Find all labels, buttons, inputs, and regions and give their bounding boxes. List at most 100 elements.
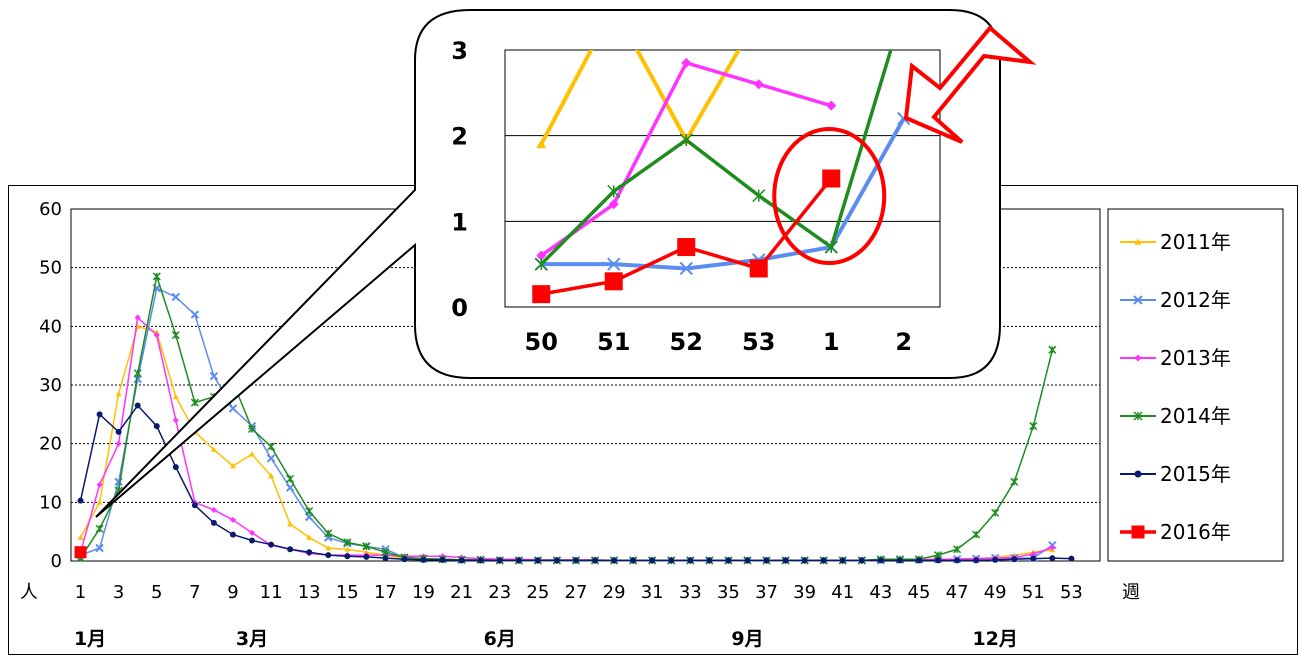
y-tick-label: 30 xyxy=(39,375,62,396)
series-2016 xyxy=(74,546,87,559)
y-tick-label: 50 xyxy=(39,258,62,279)
data-point xyxy=(229,531,236,538)
data-point xyxy=(305,507,314,516)
x-tick-label: 31 xyxy=(641,582,664,603)
data-point xyxy=(286,474,295,483)
data-point xyxy=(362,542,371,551)
x-tick-label: 51 xyxy=(1022,582,1045,603)
data-point xyxy=(344,546,351,552)
data-point xyxy=(572,557,579,564)
legend-item: 2016年 xyxy=(1120,520,1231,544)
x-tick-label: 1 xyxy=(75,582,86,603)
data-point xyxy=(801,557,808,564)
x-tick-label: 13 xyxy=(298,582,321,603)
legend-marker xyxy=(1131,525,1145,539)
x-tick-label: 27 xyxy=(565,582,588,603)
data-point xyxy=(190,398,199,407)
data-point xyxy=(839,557,846,564)
data-point xyxy=(382,555,389,562)
legend-label: 2013年 xyxy=(1160,346,1231,370)
y-axis-label: 人 xyxy=(20,582,38,603)
data-point xyxy=(477,557,484,564)
inset-data-point xyxy=(604,272,623,291)
data-point xyxy=(363,553,370,560)
inset-data-point xyxy=(679,133,693,147)
data-point xyxy=(228,404,238,413)
x-tick-label: 11 xyxy=(260,582,283,603)
data-point xyxy=(820,557,827,564)
data-point xyxy=(172,393,179,400)
series-2015 xyxy=(77,402,1075,564)
data-point xyxy=(95,543,104,553)
data-point xyxy=(96,411,103,418)
y-tick-label: 40 xyxy=(39,316,62,337)
x-tick-label: 19 xyxy=(412,582,435,603)
legend-item: 2013年 xyxy=(1120,346,1231,370)
data-point xyxy=(249,451,256,457)
legend-item: 2011年 xyxy=(1120,230,1231,254)
inset-x-tick-label: 1 xyxy=(823,328,840,356)
data-point xyxy=(191,502,198,509)
data-point xyxy=(96,499,103,505)
inset-series-line xyxy=(539,50,742,146)
x-tick-label: 25 xyxy=(526,582,549,603)
data-point xyxy=(935,557,942,564)
inset-data-point xyxy=(822,169,841,188)
legend-item: 2012年 xyxy=(1120,288,1231,312)
data-point xyxy=(1068,555,1075,562)
data-point xyxy=(249,537,256,544)
inset-series-line xyxy=(541,117,906,271)
legend: 2011年 2012年 2013年 2014年 2015年 2016年 xyxy=(1107,208,1284,562)
data-point xyxy=(1049,555,1056,562)
data-point xyxy=(115,440,122,447)
inset-data-point xyxy=(536,250,547,261)
data-point xyxy=(515,557,522,564)
month-label: 3月 xyxy=(236,628,268,650)
data-point xyxy=(287,546,294,553)
inset-series xyxy=(532,50,911,304)
x-tick-label: 15 xyxy=(336,582,359,603)
x-tick-label: 39 xyxy=(793,582,816,603)
data-point xyxy=(287,521,294,527)
data-point xyxy=(496,557,503,564)
data-point xyxy=(725,557,732,564)
data-point xyxy=(96,481,103,488)
data-point xyxy=(229,462,236,469)
x-tick-label: 37 xyxy=(755,582,778,603)
x-tick-label: 45 xyxy=(908,582,931,603)
data-point xyxy=(592,557,599,564)
legend-label: 2015年 xyxy=(1160,462,1231,486)
legend-item: 2014年 xyxy=(1120,404,1231,428)
inset-data-point xyxy=(824,240,838,254)
data-point xyxy=(1029,422,1038,431)
inset-series-2014 xyxy=(534,50,893,271)
data-point xyxy=(133,374,142,384)
data-point xyxy=(1030,555,1037,562)
data-point xyxy=(668,557,675,564)
y-tick-label: 20 xyxy=(39,434,62,455)
data-point xyxy=(247,424,257,434)
data-point xyxy=(381,548,390,557)
data-point xyxy=(74,546,87,559)
inset-data-point xyxy=(607,184,621,198)
data-point xyxy=(268,541,275,548)
data-point xyxy=(458,557,465,564)
data-point xyxy=(649,557,656,564)
inset-x-tick-label: 2 xyxy=(895,328,912,356)
data-point xyxy=(992,556,999,563)
inset-y-tick-label: 1 xyxy=(451,208,468,236)
inset-y-tick-label: 2 xyxy=(451,123,468,151)
data-point xyxy=(954,557,961,564)
inset-data-point xyxy=(752,189,766,203)
data-point xyxy=(1049,544,1056,551)
x-tick-label: 17 xyxy=(374,582,397,603)
y-tick-label: 10 xyxy=(39,492,62,513)
data-point xyxy=(171,331,180,340)
inset-x-tick-label: 52 xyxy=(670,328,703,356)
data-point xyxy=(133,369,142,378)
data-point xyxy=(210,446,217,452)
inset-x-tick-label: 51 xyxy=(597,328,630,356)
y-tick-label: 60 xyxy=(39,199,62,220)
